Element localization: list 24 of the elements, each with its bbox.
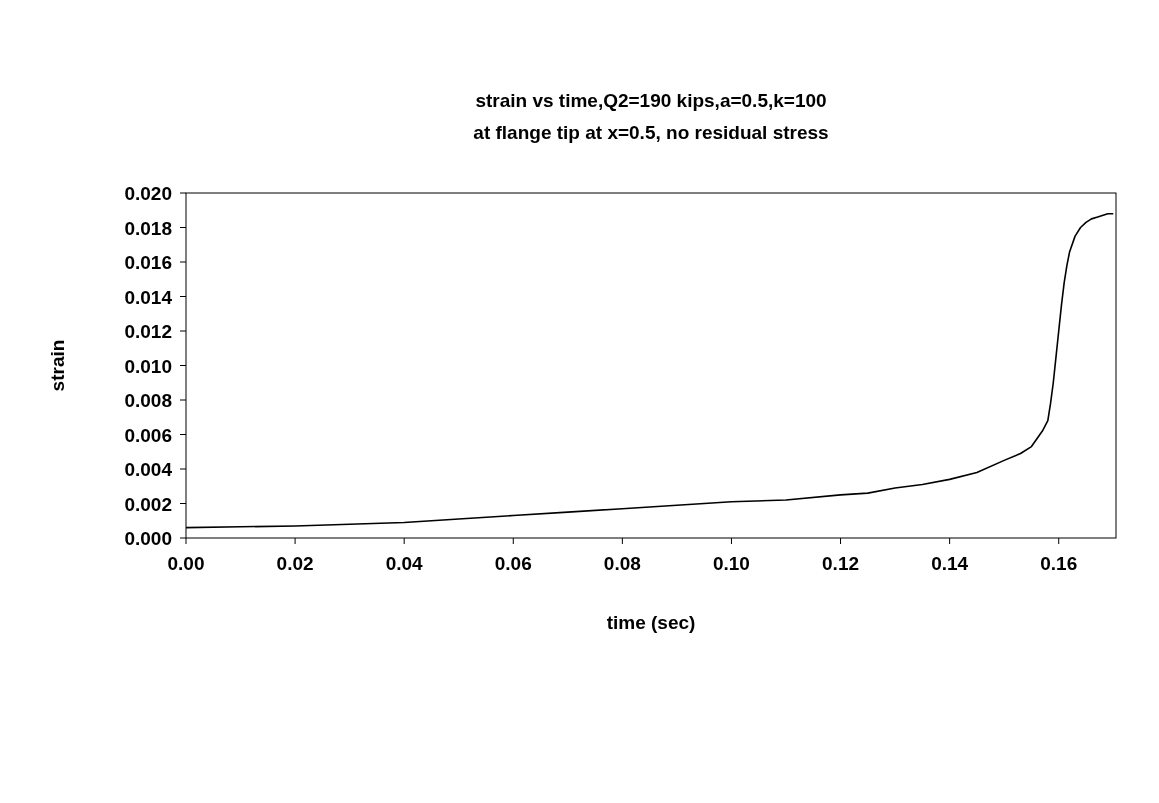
y-tick-label: 0.012 xyxy=(124,321,172,342)
x-tick-label: 0.02 xyxy=(276,553,314,574)
chart-title: strain vs time,Q2=190 kips,a=0.5,k=100 xyxy=(475,90,827,111)
y-tick-label: 0.000 xyxy=(124,528,172,549)
x-tick-label: 0.00 xyxy=(167,553,205,574)
x-tick-label: 0.14 xyxy=(931,553,969,574)
y-tick-label: 0.014 xyxy=(124,286,173,308)
x-tick-label: 0.08 xyxy=(603,553,641,574)
x-tick-label: 0.04 xyxy=(385,553,424,574)
y-tick-label: 0.018 xyxy=(124,217,172,239)
y-tick-label: 0.004 xyxy=(124,459,173,480)
chart-subtitle: at flange tip at x=0.5, no residual stress xyxy=(473,122,829,143)
x-tick-label: 0.16 xyxy=(1040,553,1078,574)
x-axis-title: time (sec) xyxy=(606,612,696,633)
y-tick-label: 0.008 xyxy=(124,390,172,411)
y-tick-label: 0.006 xyxy=(124,424,172,446)
y-tick-label: 0.020 xyxy=(124,183,172,204)
y-axis-title: strain xyxy=(47,339,68,392)
y-tick-label: 0.016 xyxy=(124,252,172,273)
x-tick-label: 0.10 xyxy=(712,553,750,574)
y-tick-label: 0.002 xyxy=(124,493,172,515)
x-tick-label: 0.06 xyxy=(494,553,532,574)
y-tick-label: 0.010 xyxy=(124,355,172,377)
x-tick-label: 0.12 xyxy=(822,553,860,574)
